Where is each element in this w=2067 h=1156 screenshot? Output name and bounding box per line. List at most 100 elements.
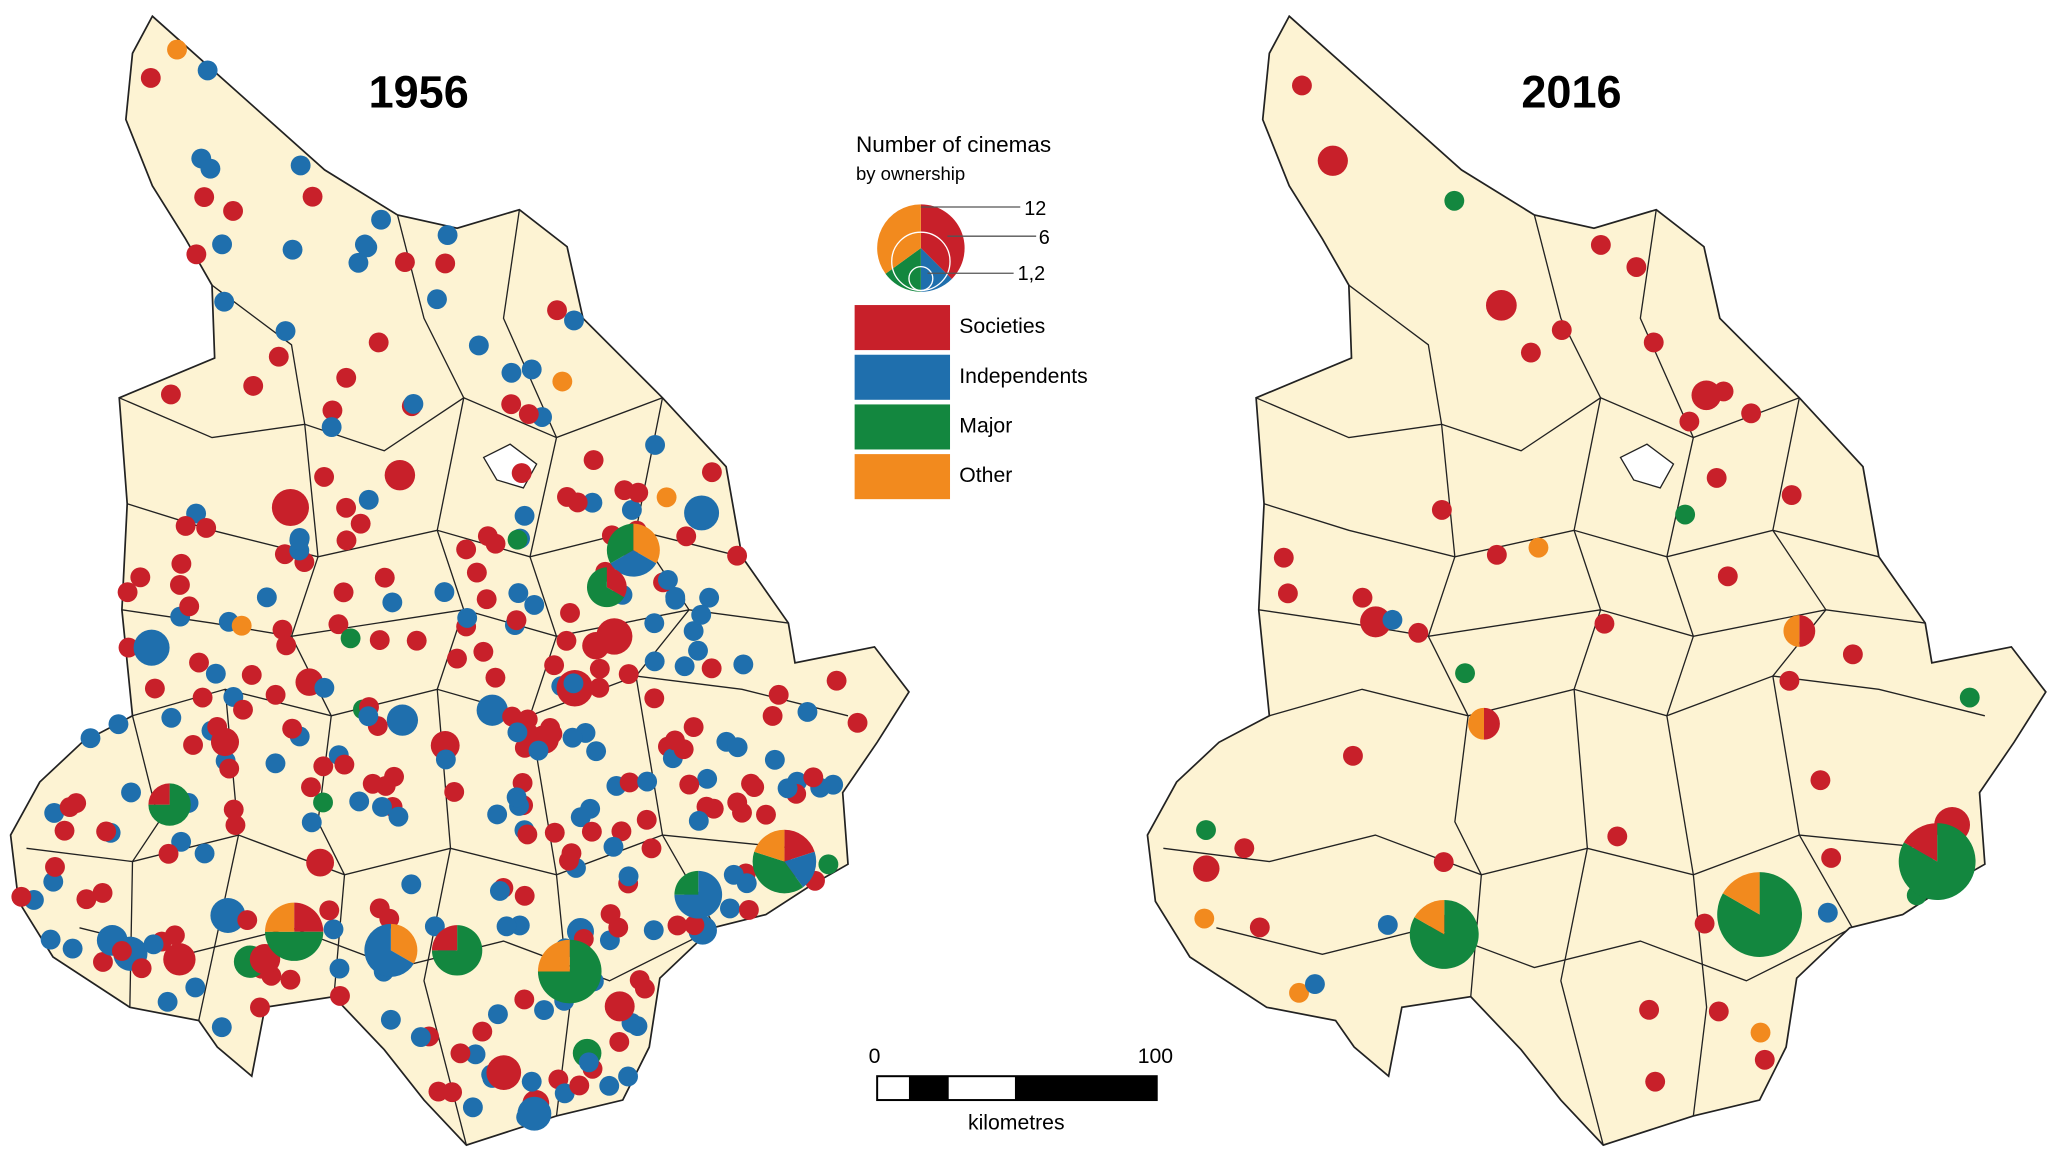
cinema-dot — [1528, 537, 1549, 558]
cinema-dot — [272, 619, 293, 640]
cinema-dot — [328, 614, 349, 635]
scale-unit: kilometres — [968, 1111, 1065, 1134]
cinema-dots — [11, 39, 868, 1131]
cinema-dot — [336, 530, 357, 551]
cinema-dot — [684, 915, 705, 936]
cinema-dot — [357, 237, 378, 258]
pie-wedge — [606, 567, 627, 598]
cinema-dot — [1193, 855, 1220, 882]
cinema-dot — [762, 705, 783, 726]
cinema-dot — [380, 1009, 401, 1030]
cinema-dot — [472, 1021, 493, 1042]
cinema-dot — [40, 929, 61, 950]
cinema-dot — [506, 787, 527, 808]
cinema-dot — [489, 881, 510, 901]
cinema-dot — [1594, 613, 1615, 634]
cinema-dot — [212, 234, 233, 255]
cinema-dot — [349, 791, 370, 812]
pie-wedge — [674, 870, 723, 919]
cinema-dot — [1643, 332, 1664, 353]
cinema-dot — [424, 916, 445, 937]
cinema-dot — [508, 583, 529, 604]
pie-wedge — [784, 851, 817, 888]
cinema-dot — [207, 716, 228, 737]
cinema-dot — [589, 677, 610, 698]
cinema-dot — [276, 635, 297, 656]
cinema-dot — [406, 630, 427, 651]
cinema-dot — [501, 394, 522, 415]
cinema-dot — [701, 658, 722, 679]
cinema-dot — [45, 857, 65, 877]
cinema-dot — [569, 1075, 590, 1096]
cinema-dot — [169, 574, 190, 595]
pie-wedge — [294, 902, 324, 932]
cinema-dot — [1750, 1022, 1771, 1043]
cinema-dot — [185, 977, 206, 998]
cinema-dot — [280, 969, 301, 990]
cinema-dot — [435, 253, 456, 274]
cinema-dot — [1234, 838, 1255, 859]
cinema-dot — [265, 753, 286, 774]
cinema-dot — [444, 782, 465, 802]
pie-wedge — [885, 248, 921, 292]
cinema-dot — [144, 678, 165, 699]
cinema-dot — [118, 637, 139, 658]
cinema-dot — [683, 621, 704, 641]
cinema-dot — [368, 332, 389, 353]
cinema-dot — [358, 706, 379, 727]
cinema-dot — [1626, 257, 1647, 277]
cinema-dot — [1289, 982, 1309, 1003]
cinema-dot — [205, 663, 226, 684]
cinema-dot — [225, 815, 246, 836]
cinema-dot — [175, 515, 196, 536]
cinema-dot — [688, 640, 708, 661]
cinema-dot — [621, 499, 642, 520]
cinema-dot — [1292, 75, 1312, 96]
cinema-dot — [340, 628, 361, 649]
cinema-dot — [619, 772, 640, 793]
legend-swatch — [854, 404, 951, 450]
cinema-dot — [697, 768, 718, 789]
cinema-dot — [514, 989, 535, 1010]
cinema-dot — [1444, 190, 1465, 211]
pie-wedge — [148, 783, 170, 805]
cinema-dot — [534, 1000, 554, 1021]
cinema-dot — [1959, 687, 1980, 708]
map-2016: 2016 — [1146, 15, 2047, 1146]
pie-wedge — [1717, 872, 1802, 957]
cinema-dot — [684, 495, 720, 531]
cinema-dot — [1455, 663, 1475, 684]
pie-wedge — [1898, 823, 1976, 900]
cinema-dot — [401, 874, 422, 895]
legend-label: Societies — [959, 315, 1045, 338]
cinema-dot — [333, 582, 354, 603]
cinema-dot — [214, 291, 235, 312]
cinema-dot — [679, 774, 700, 795]
cinema-dot — [314, 466, 335, 487]
cinema-dot — [521, 1071, 542, 1092]
cinema-dot — [167, 39, 187, 60]
cinema-dot — [183, 735, 203, 755]
cinema-dot — [1277, 583, 1298, 604]
cinema-dot — [518, 404, 539, 425]
cinema-dot — [1590, 234, 1611, 255]
cinema-dot — [256, 587, 277, 608]
cinema-dot — [223, 799, 244, 820]
cinema-dot — [1194, 908, 1215, 929]
cinema-dot — [1433, 852, 1454, 873]
cinema-dot — [756, 804, 776, 825]
cinema-dot — [108, 714, 129, 735]
pie-wedge — [1722, 872, 1760, 915]
cinema-dot — [1842, 644, 1863, 665]
cinema-dot — [1382, 609, 1403, 630]
cinema-dot — [487, 1004, 508, 1025]
cinema-dot — [1779, 670, 1800, 691]
cinema-dot — [44, 802, 65, 823]
cinema-dot — [1691, 380, 1722, 411]
cinema-dot — [265, 684, 286, 705]
cinema-dot — [219, 758, 240, 779]
cinema-dot — [334, 754, 355, 775]
pie-wedge — [431, 925, 458, 951]
cinema-dot — [1249, 917, 1270, 938]
